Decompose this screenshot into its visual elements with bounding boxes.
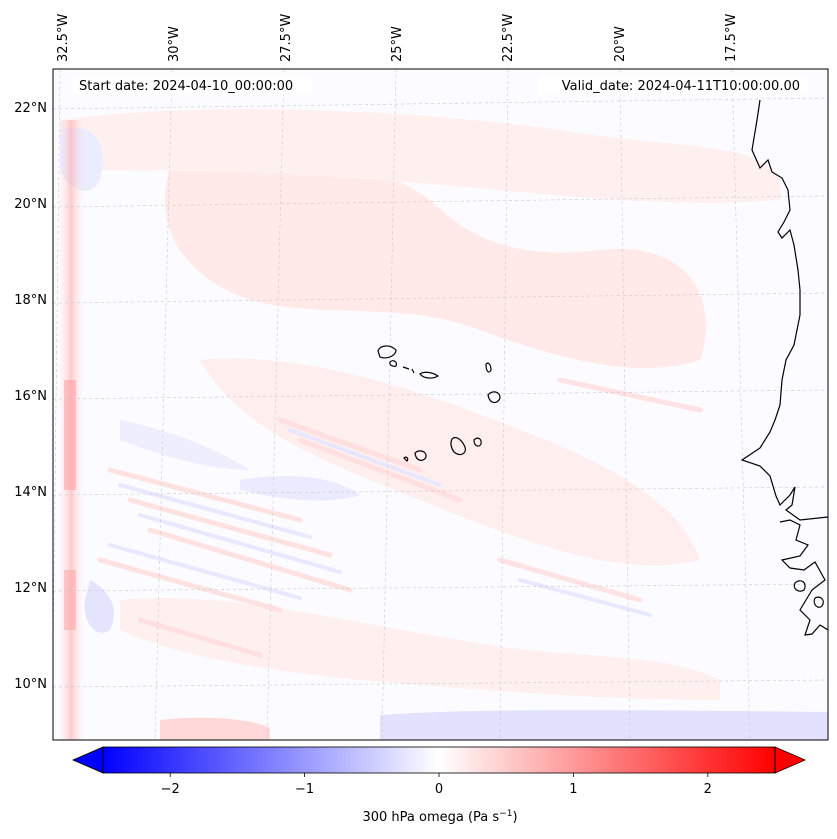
colorbar-gradient: [103, 747, 775, 773]
lon-label: 32.5°W: [56, 14, 71, 62]
colorbar-ticks: −2 −1 0 1 2: [161, 773, 712, 797]
positive-region: [60, 109, 780, 203]
omega-field: [60, 109, 828, 740]
lat-label: 20°N: [14, 197, 47, 212]
lat-label: 10°N: [14, 677, 47, 692]
lon-label: 30°W: [167, 26, 182, 62]
lat-label: 22°N: [14, 101, 47, 116]
positive-region: [164, 153, 706, 369]
wave-streaks: [97, 377, 703, 658]
colorbar-tick-label: 2: [704, 782, 712, 797]
lon-label: 17.5°W: [724, 14, 739, 62]
lon-label: 22.5°W: [501, 14, 516, 62]
start-date-text: Start date: 2024-04-10_00:00:00: [79, 79, 293, 94]
lat-label: 14°N: [14, 485, 47, 500]
map-panel: Start date: 2024-04-10_00:00:00 Valid_da…: [52, 68, 829, 741]
negative-region: [240, 475, 360, 501]
start-date-box: [72, 75, 312, 95]
colorbar-tick-label: 1: [569, 782, 577, 797]
colorbar: −2 −1 0 1 2 300 hPa omega (Pa s−1): [71, 746, 807, 825]
lon-label: 20°W: [613, 26, 628, 62]
colorbar-tick-label: 0: [435, 782, 443, 797]
colorbar-tick-label: −2: [161, 782, 180, 797]
boundary-band-max: [64, 570, 76, 630]
negative-region: [380, 710, 828, 740]
colorbar-tick-label: −1: [295, 782, 314, 797]
longitude-labels: 32.5°W 30°W 27.5°W 25°W 22.5°W 20°W 17.5…: [56, 14, 739, 62]
colorbar-extend-max: [774, 746, 807, 774]
wave-streaks-negative: [108, 428, 652, 617]
valid-date-text: Valid_date: 2024-04-11T10:00:00.00: [562, 79, 800, 94]
map-frame: [52, 68, 829, 741]
lat-label: 12°N: [14, 581, 47, 596]
lat-label: 18°N: [14, 293, 47, 308]
lat-label: 16°N: [14, 389, 47, 404]
coastline: [740, 99, 828, 636]
colorbar-extend-min: [71, 746, 104, 774]
colorbar-label: 300 hPa omega (Pa s−1): [362, 809, 517, 825]
lon-label: 27.5°W: [279, 14, 294, 62]
negative-region: [120, 420, 250, 470]
latitude-labels: 22°N 20°N 18°N 16°N 14°N 12°N 10°N: [14, 101, 47, 692]
lon-label: 25°W: [390, 26, 405, 62]
cape-verde-islands: [377, 345, 501, 462]
negative-region: [84, 580, 114, 633]
boundary-band-max: [64, 380, 76, 490]
positive-region: [200, 358, 700, 566]
positive-region: [160, 717, 270, 740]
valid-date-box: [538, 75, 808, 95]
